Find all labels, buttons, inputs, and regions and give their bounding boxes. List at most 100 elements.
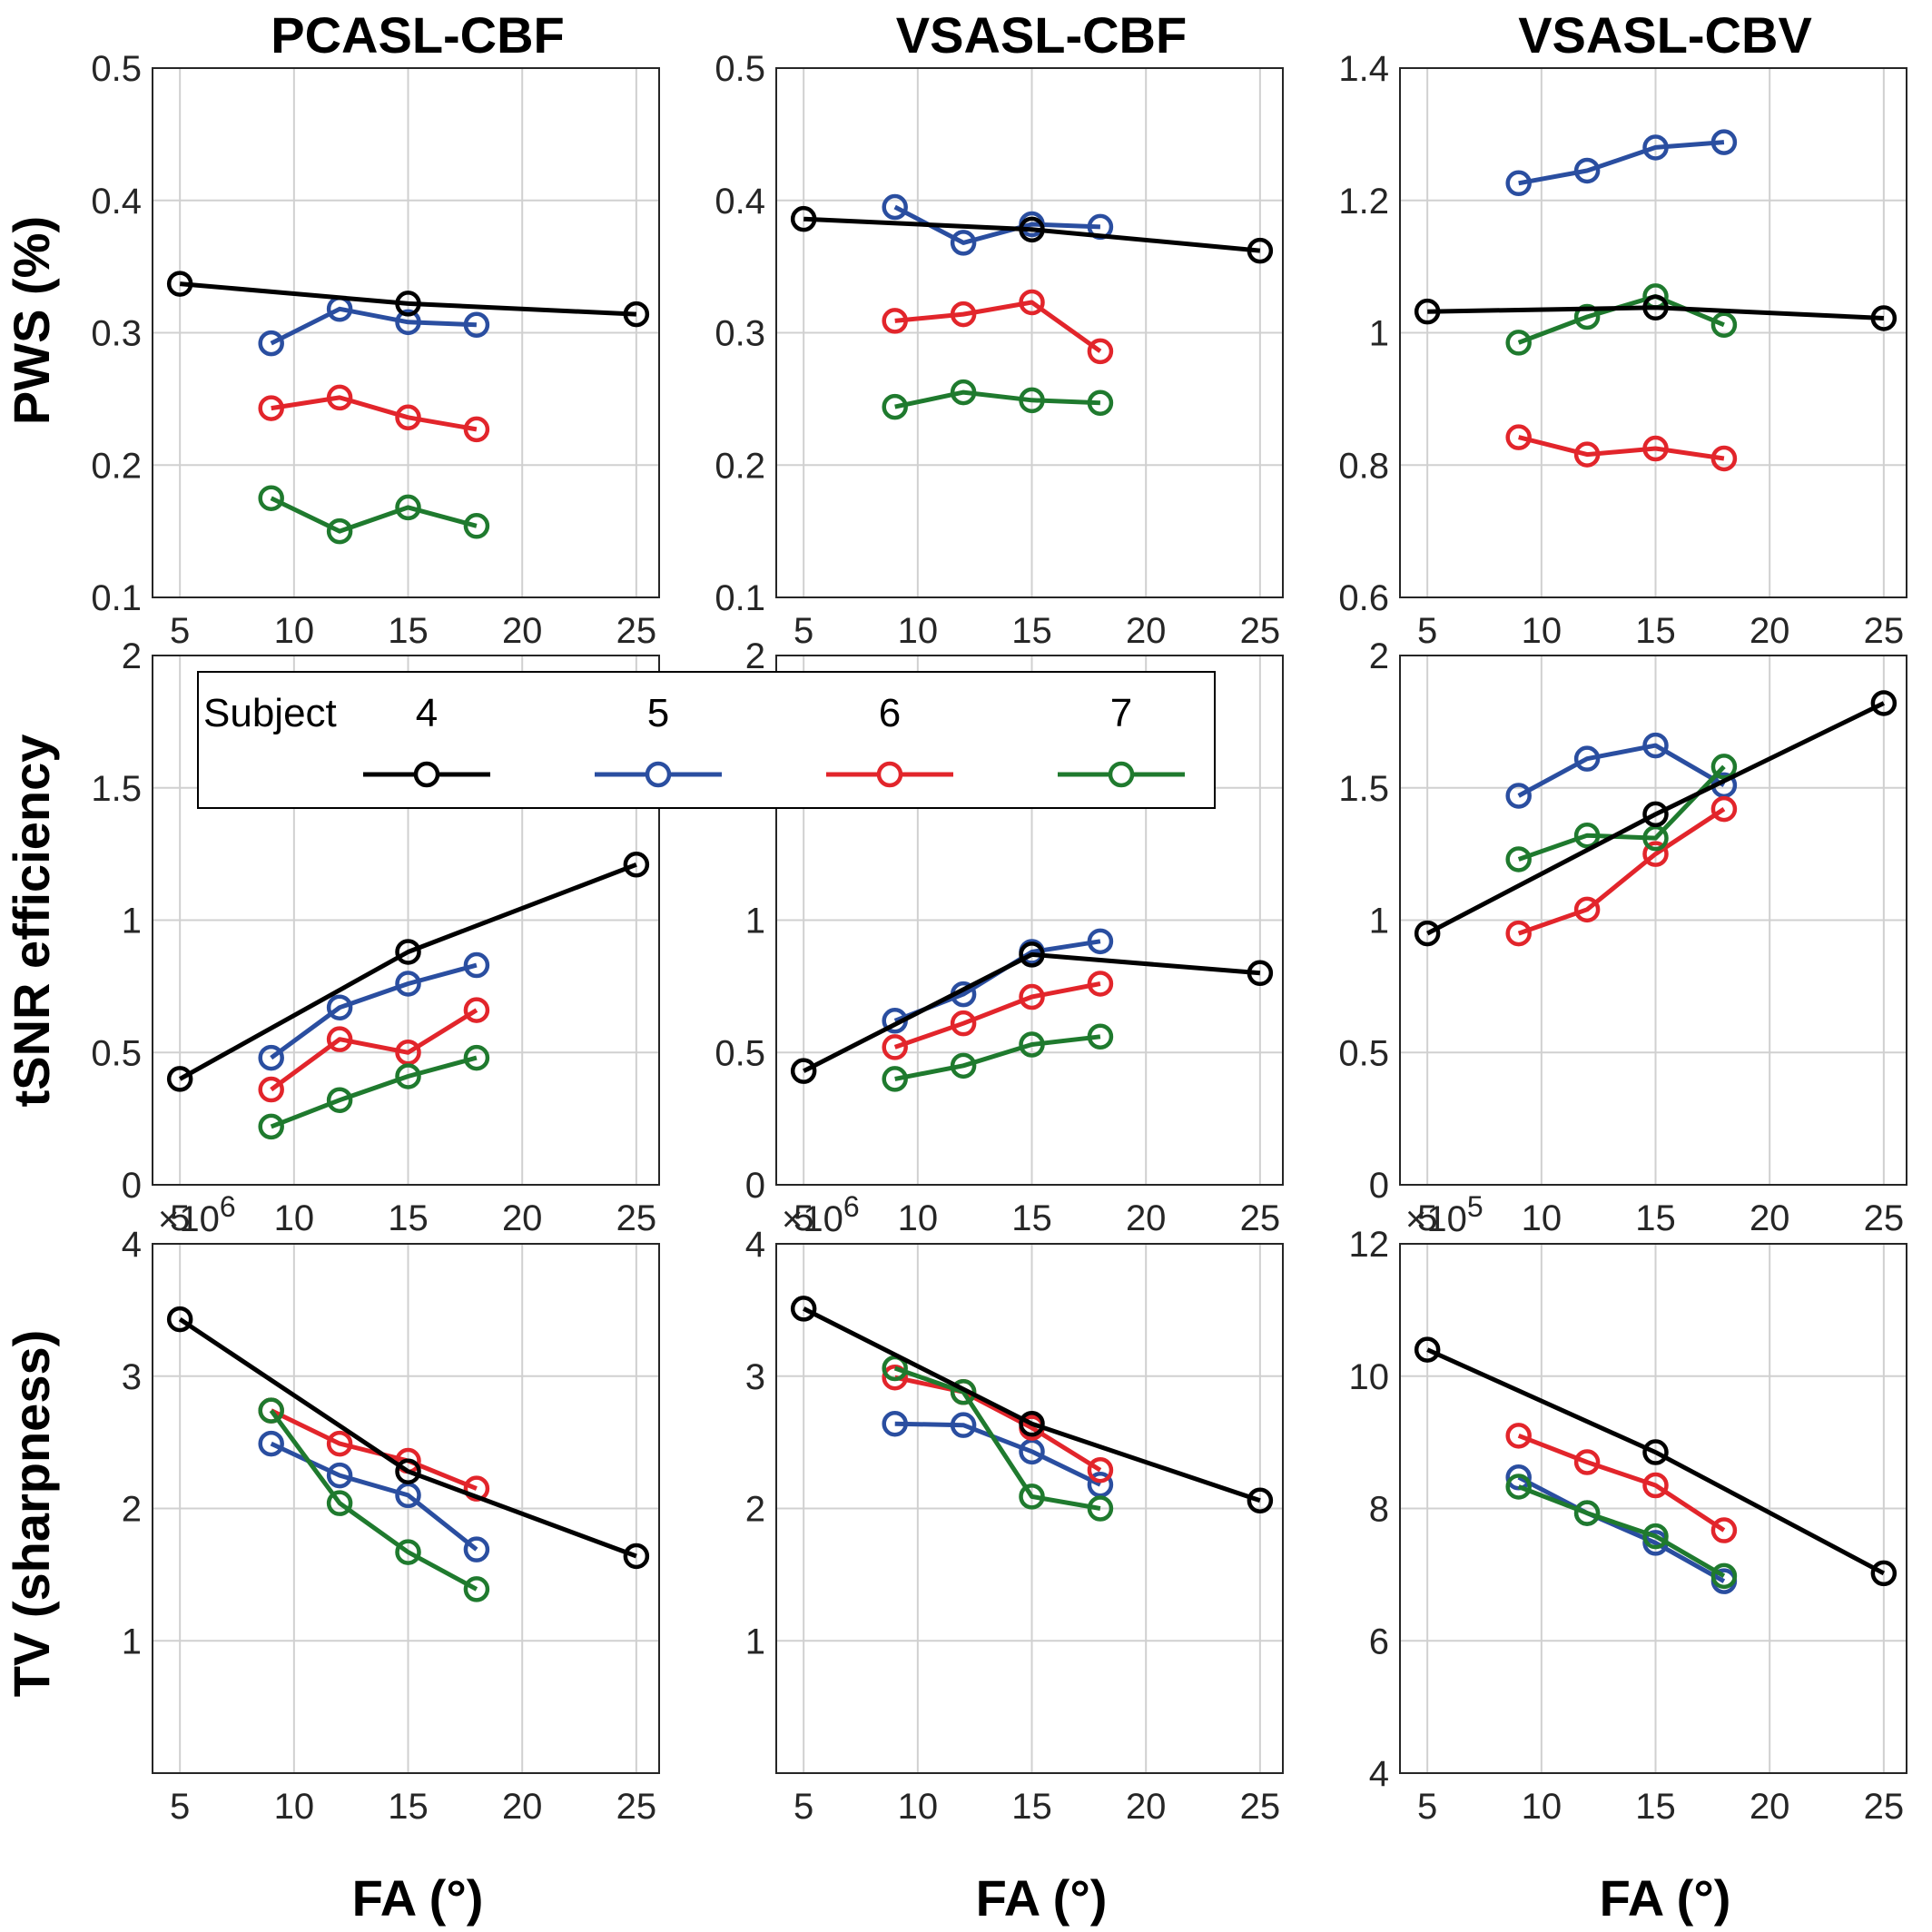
y-tick-label: 4 <box>745 1225 765 1265</box>
x-tick-label: 15 <box>388 1787 429 1827</box>
series-line-subject-7 <box>270 496 478 534</box>
series-line-subject-5 <box>1517 1474 1726 1583</box>
data-point-subject-7 <box>882 1066 908 1092</box>
x-tick-label: 20 <box>502 1787 543 1827</box>
data-point-subject-5 <box>1642 732 1669 759</box>
panel-r2-c0: 5 10 15 20 25 1 2 3 4 ×106 <box>122 1190 660 1827</box>
x-tick-label: 5 <box>1417 1787 1437 1827</box>
y-tick-label: 1.4 <box>1338 49 1389 89</box>
x-axis-label-col-2: FA (°) <box>976 1869 1108 1927</box>
data-point-subject-6 <box>1710 445 1738 472</box>
y-tick-label: 3 <box>745 1357 765 1397</box>
x-tick-label: 25 <box>616 1198 657 1238</box>
data-point-subject-6 <box>463 997 490 1023</box>
legend-marker-subject-5 <box>645 761 672 788</box>
series-line-subject-5 <box>1517 743 1726 798</box>
x-tick-label: 25 <box>1864 611 1905 651</box>
data-point-subject-4 <box>790 1296 817 1322</box>
x-tick-label: 10 <box>1522 611 1562 651</box>
data-point-subject-7 <box>1505 1474 1532 1500</box>
data-point-subject-6 <box>1087 338 1114 365</box>
series-line-subject-5 <box>270 962 478 1060</box>
data-point-subject-7 <box>950 1378 977 1405</box>
data-point-subject-5 <box>950 230 977 256</box>
data-point-subject-4 <box>1414 298 1441 325</box>
data-point-subject-5 <box>395 971 421 997</box>
series-line-subject-4 <box>179 281 637 317</box>
data-point-subject-7 <box>1087 1023 1114 1050</box>
x-tick-label: 5 <box>794 611 813 651</box>
data-point-subject-5 <box>882 193 908 221</box>
series-line-subject-4 <box>178 1317 637 1559</box>
data-point-subject-4 <box>395 1458 421 1484</box>
data-point-subject-7 <box>1019 1484 1045 1510</box>
x-axis-label-col-3: FA (°) <box>1600 1869 1731 1927</box>
x-tick-label: 5 <box>1417 611 1437 651</box>
y-tick-label: 2 <box>122 636 142 676</box>
data-point-subject-6 <box>1087 971 1114 997</box>
y-tick-label: 1 <box>745 1622 765 1661</box>
y-tick-label: 4 <box>122 1225 142 1265</box>
y-exponent-label: ×105 <box>1405 1190 1484 1239</box>
y-tick-label: 6 <box>1369 1622 1389 1661</box>
x-tick-label: 15 <box>1635 1198 1676 1238</box>
data-point-subject-5 <box>882 1410 908 1437</box>
data-point-subject-6 <box>1573 441 1601 468</box>
column-title-vsasl-cbf: VSASL-CBF <box>896 6 1187 64</box>
x-tick-label: 20 <box>1126 1787 1167 1827</box>
data-point-subject-5 <box>1505 783 1532 809</box>
data-point-subject-5 <box>258 1044 284 1071</box>
axes-box <box>1399 67 1907 598</box>
data-point-subject-7 <box>1710 754 1738 780</box>
data-point-subject-6 <box>1710 795 1738 823</box>
data-point-subject-7 <box>1710 1562 1738 1590</box>
y-tick-label: 3 <box>122 1357 142 1397</box>
y-exponent-label: ×106 <box>158 1190 236 1239</box>
data-point-subject-5 <box>395 309 421 336</box>
data-point-subject-7 <box>882 393 908 420</box>
data-point-subject-7 <box>950 379 977 406</box>
series-line-subject-7 <box>894 389 1100 409</box>
data-point-subject-6 <box>463 1475 490 1502</box>
data-point-subject-5 <box>326 1462 353 1489</box>
data-point-subject-4 <box>1870 690 1898 716</box>
data-point-subject-6 <box>1642 435 1669 462</box>
data-point-subject-6 <box>1505 920 1532 947</box>
data-point-subject-6 <box>882 1364 908 1391</box>
data-point-subject-7 <box>1710 311 1738 339</box>
y-tick-label: 0 <box>745 1166 765 1206</box>
y-tick-label: 0 <box>1369 1166 1389 1206</box>
data-point-subject-6 <box>1710 1517 1738 1543</box>
x-tick-label: 20 <box>1126 1198 1167 1238</box>
series-line-subject-5 <box>270 306 477 346</box>
legend-marker-subject-6 <box>876 761 903 788</box>
series-line-subject-6 <box>271 395 478 432</box>
data-point-subject-4 <box>1414 1336 1441 1363</box>
data-point-subject-4 <box>623 852 650 878</box>
x-tick-label: 20 <box>1126 611 1167 651</box>
data-point-subject-5 <box>1642 134 1669 161</box>
y-tick-label: 0.2 <box>91 446 142 486</box>
data-point-subject-6 <box>463 416 490 443</box>
y-tick-label: 0.5 <box>91 49 142 89</box>
series-line-subject-4 <box>803 216 1261 253</box>
data-point-subject-6 <box>258 395 284 421</box>
x-tick-label: 5 <box>794 1787 813 1827</box>
y-tick-label: 0.1 <box>91 578 142 618</box>
data-point-subject-7 <box>395 494 421 521</box>
series-line-subject-6 <box>1518 435 1725 461</box>
data-point-subject-5 <box>950 1412 977 1438</box>
x-tick-label: 10 <box>274 611 315 651</box>
x-tick-label: 10 <box>274 1198 315 1238</box>
data-point-subject-4 <box>166 271 193 297</box>
data-point-subject-7 <box>1019 387 1045 414</box>
data-point-subject-4 <box>1019 941 1045 968</box>
x-axis-label-col-1: FA (°) <box>352 1869 484 1927</box>
axes-box <box>152 1243 660 1774</box>
data-point-subject-7 <box>1573 1500 1601 1526</box>
data-point-subject-4 <box>166 1306 193 1333</box>
legend-entries: 4 5 6 7 <box>363 691 1185 788</box>
y-tick-label: 2 <box>1369 636 1389 676</box>
legend-title: Subject <box>203 691 337 735</box>
data-point-subject-5 <box>1710 129 1738 155</box>
